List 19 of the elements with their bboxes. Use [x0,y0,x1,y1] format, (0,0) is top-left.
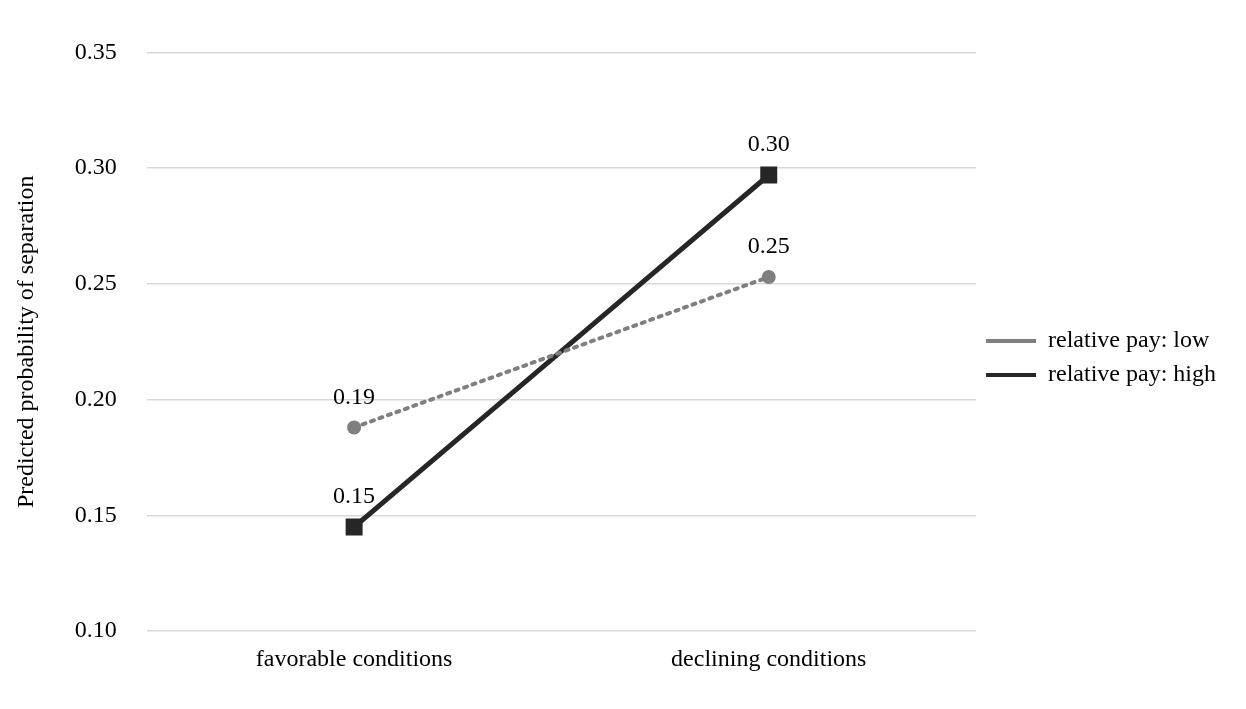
data-label: 0.25 [747,232,790,259]
y-tick-label: 0.25 [74,269,117,296]
data-label: 0.15 [333,482,376,509]
data-label: 0.19 [333,382,376,409]
y-axis-title: Predicted probability of separation [11,175,38,509]
y-tick-label: 0.10 [74,616,117,643]
point [760,166,778,184]
y-tick-label: 0.35 [74,37,117,64]
data-label: 0.30 [747,130,790,157]
point [345,518,363,536]
y-tick-label: 0.15 [74,500,117,527]
y-tick-label: 0.30 [74,153,117,180]
point [761,269,776,284]
x-tick-label: favorable conditions [255,644,453,671]
point [347,420,362,435]
x-tick-label: declining conditions [671,644,867,671]
legend-label: relative pay: high [1048,360,1217,387]
legend-label: relative pay: low [1048,326,1210,353]
y-tick-label: 0.20 [74,384,117,411]
